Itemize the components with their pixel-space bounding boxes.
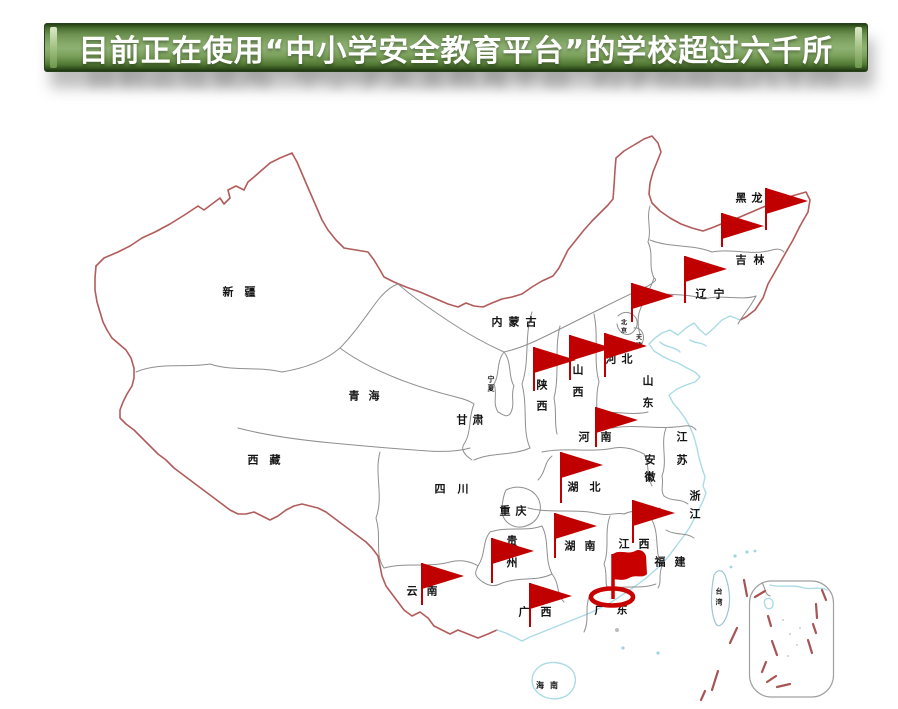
province-label-湖南: 湖 <box>565 539 576 553</box>
province-label-北京: 京 <box>621 327 627 335</box>
province-label-辽宁: 宁 <box>714 287 725 301</box>
province-borders <box>135 205 785 633</box>
province-label-重庆: 庆 <box>515 504 527 518</box>
province-label-青海: 青 <box>349 389 360 403</box>
province-label-湖南: 南 <box>585 539 596 553</box>
flag-江西 <box>632 500 675 543</box>
province-label-内蒙古: 内 <box>492 315 503 329</box>
province-label-四川: 川 <box>457 483 469 496</box>
province-label-新疆: 疆 <box>245 286 256 299</box>
province-label-甘肃: 甘 <box>457 413 468 427</box>
province-label-青海: 海 <box>369 389 380 403</box>
banner-text: 目前正在使用“中小学安全教育平台”的学校超过六千所 <box>78 33 834 69</box>
island-dots <box>615 549 757 655</box>
province-flags <box>421 188 808 627</box>
province-label-福建: 福 <box>654 555 666 569</box>
taiwan-island <box>710 570 731 627</box>
province-label-山西: 西 <box>573 386 584 399</box>
nine-dash-line <box>699 578 749 702</box>
flag-河南 <box>595 407 638 447</box>
flag-guangdong <box>588 549 647 608</box>
province-label-陕西: 陕 <box>537 378 548 392</box>
province-label-海南: 南 <box>550 680 558 690</box>
province-label-四川: 四 <box>435 483 446 496</box>
province-label-天津: 天 <box>636 335 642 342</box>
province-label-西藏: 藏 <box>270 453 281 467</box>
flag-黑龙江 <box>721 213 764 247</box>
province-label-宁夏: 夏 <box>487 384 496 393</box>
flag-广西 <box>529 583 572 627</box>
flag-吉林 <box>684 256 727 303</box>
province-label-河北: 河 <box>606 352 617 366</box>
province-label-山东: 东 <box>643 396 654 410</box>
province-label-台湾: 湾 <box>716 598 723 607</box>
province-label-吉林: 吉 <box>736 253 747 267</box>
province-label-广西: 广 <box>519 605 530 619</box>
province-label-黑龙: 黑 <box>736 192 747 205</box>
province-label-黑龙: 龙 <box>751 191 763 205</box>
province-label-浙江: 浙 <box>690 489 701 503</box>
flag-湖北 <box>560 452 603 503</box>
province-label-内蒙古: 古 <box>526 315 537 329</box>
province-label-甘肃: 肃 <box>473 413 484 427</box>
flag-湖南 <box>554 513 597 558</box>
province-label-台湾: 台 <box>716 587 723 596</box>
province-label-广东: 广 <box>595 603 606 617</box>
province-label-广西: 西 <box>541 606 552 619</box>
flag-河北 <box>604 333 647 377</box>
province-label-云南: 南 <box>427 584 438 598</box>
province-label-宁夏: 宁 <box>488 375 495 384</box>
province-label-西藏: 西 <box>248 454 259 467</box>
province-label-江苏: 苏 <box>677 453 688 467</box>
province-label-海南: 海 <box>536 680 544 690</box>
province-label-湖北: 湖 <box>568 480 579 494</box>
province-label-河北: 北 <box>622 352 633 366</box>
flag-贵州 <box>491 538 534 583</box>
province-label-福建: 建 <box>675 555 687 569</box>
province-label-辽宁: 辽 <box>696 288 708 301</box>
flag-云南 <box>421 563 464 605</box>
coastline <box>496 315 741 642</box>
province-label-云南: 云 <box>407 585 418 598</box>
province-label-北京: 北 <box>621 319 627 327</box>
province-label-安徽: 安 <box>645 453 656 467</box>
province-label-浙江: 江 <box>690 507 701 521</box>
province-label-江西: 西 <box>639 538 650 551</box>
province-labels: 黑龙吉林辽宁内蒙古新疆青海西藏甘肃宁夏陕西山西河北北京天津山东河南江苏安徽湖北浙… <box>223 191 765 691</box>
province-label-新疆: 新 <box>223 285 234 299</box>
banner: 目前正在使用“中小学安全教育平台”的学校超过六千所 <box>44 23 868 72</box>
province-label-江苏: 江 <box>677 430 688 444</box>
province-label-河南: 南 <box>601 430 612 444</box>
province-label-吉林: 林 <box>754 253 765 267</box>
province-label-广东: 东 <box>617 603 628 617</box>
flag-陕西 <box>533 347 576 391</box>
province-label-河南: 河 <box>579 430 590 444</box>
province-label-贵州: 州 <box>506 557 518 570</box>
province-label-安徽: 徽 <box>644 470 657 484</box>
outer-border <box>94 135 811 639</box>
province-label-湖北: 北 <box>590 480 601 494</box>
province-label-贵州: 贵 <box>507 534 518 548</box>
hainan-island <box>531 661 577 700</box>
province-label-重庆: 重 <box>500 504 511 518</box>
province-label-山西: 山 <box>573 363 584 377</box>
province-label-陕西: 西 <box>537 400 548 413</box>
flag-山西 <box>569 335 612 380</box>
flag-辽宁 <box>631 283 674 322</box>
province-label-内蒙古: 蒙 <box>509 315 520 329</box>
flag-黑龙江 <box>765 188 808 230</box>
south-china-sea-inset <box>748 580 835 698</box>
province-label-江西: 江 <box>619 537 630 551</box>
province-label-山东: 山 <box>643 374 654 388</box>
